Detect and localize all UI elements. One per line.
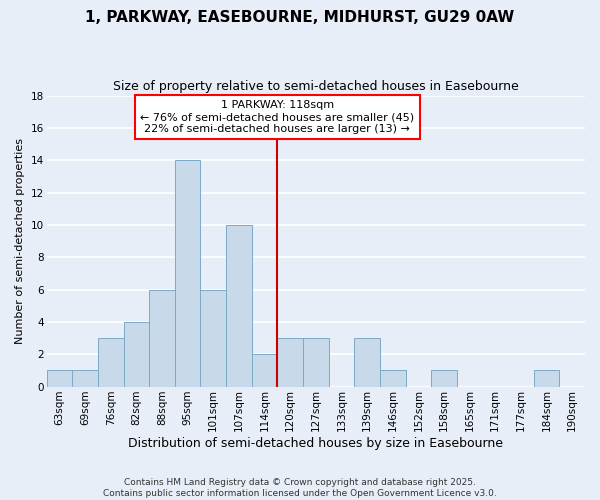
Bar xyxy=(251,354,277,386)
Text: 1, PARKWAY, EASEBOURNE, MIDHURST, GU29 0AW: 1, PARKWAY, EASEBOURNE, MIDHURST, GU29 0… xyxy=(85,10,515,25)
Bar xyxy=(175,160,200,386)
Text: 1 PARKWAY: 118sqm
← 76% of semi-detached houses are smaller (45)
22% of semi-det: 1 PARKWAY: 118sqm ← 76% of semi-detached… xyxy=(140,100,415,134)
Bar xyxy=(380,370,406,386)
Bar xyxy=(226,225,251,386)
Bar xyxy=(200,290,226,386)
Bar xyxy=(354,338,380,386)
Bar xyxy=(277,338,303,386)
Title: Size of property relative to semi-detached houses in Easebourne: Size of property relative to semi-detach… xyxy=(113,80,518,93)
Text: Contains HM Land Registry data © Crown copyright and database right 2025.
Contai: Contains HM Land Registry data © Crown c… xyxy=(103,478,497,498)
Bar xyxy=(124,322,149,386)
Bar xyxy=(431,370,457,386)
Bar xyxy=(98,338,124,386)
Bar xyxy=(303,338,329,386)
Bar xyxy=(47,370,72,386)
Bar xyxy=(72,370,98,386)
Y-axis label: Number of semi-detached properties: Number of semi-detached properties xyxy=(15,138,25,344)
Bar xyxy=(149,290,175,386)
Bar xyxy=(534,370,559,386)
X-axis label: Distribution of semi-detached houses by size in Easebourne: Distribution of semi-detached houses by … xyxy=(128,437,503,450)
